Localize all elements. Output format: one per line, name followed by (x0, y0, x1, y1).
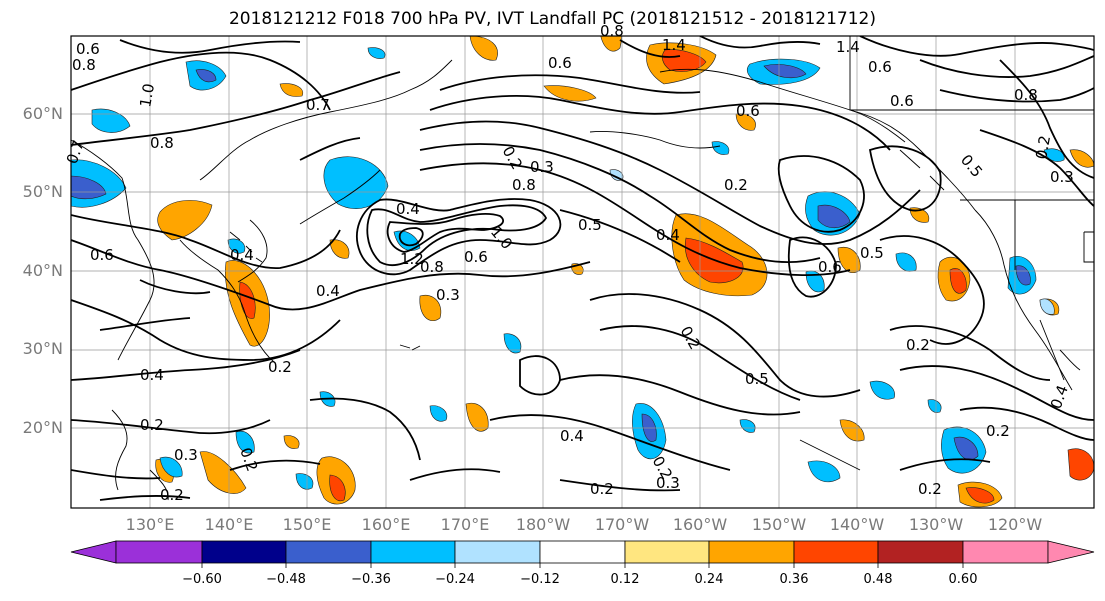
lon-label-160e: 160°E (361, 515, 411, 534)
colorbar (70, 540, 1095, 568)
pv-contours (71, 36, 1094, 501)
contour-label: 0.2 (906, 336, 930, 354)
contour-label: 0.4 (230, 246, 254, 264)
contour-label: 0.5 (578, 216, 602, 234)
contour-label: 0.7 (306, 96, 330, 114)
contour-label: 0.8 (600, 22, 624, 40)
contour-label: 0.2 (724, 176, 748, 194)
lon-label-130w: 130°W (908, 515, 964, 534)
contour-label: 0.6 (890, 92, 914, 110)
colorbar-tick: −0.36 (351, 572, 391, 587)
graticule (71, 36, 1094, 508)
contour-label: 0.4 (396, 200, 420, 218)
lat-label-50n: 50°N (22, 182, 63, 201)
contour-label: 0.3 (436, 286, 460, 304)
contour-label: 1.0 (136, 82, 158, 109)
contour-label: 0.3 (530, 158, 554, 176)
contour-label: 0.2 (140, 416, 164, 434)
colorbar-extend-high (1047, 540, 1095, 564)
map-plot-area (71, 36, 1094, 508)
coastlines (71, 36, 1094, 501)
lon-label-170e: 170°E (440, 515, 490, 534)
contour-label: 0.2 (1032, 134, 1054, 161)
contour-label: 1.2 (400, 250, 424, 268)
contour-label: 0.4 (140, 366, 164, 384)
lon-label-160w: 160°W (672, 515, 728, 534)
contour-label: 0.6 (76, 40, 100, 58)
contour-label: 0.6 (90, 246, 114, 264)
lon-label-180w: 180°W (515, 515, 571, 534)
colorbar-tick: 0.12 (610, 572, 640, 587)
contour-label: 0.4 (560, 427, 584, 445)
contour-label: 0.6 (818, 258, 842, 276)
contour-label: 0.5 (745, 370, 769, 388)
map-frame (70, 35, 1095, 509)
contour-label: 0.4 (316, 282, 340, 300)
contour-label: 0.8 (420, 258, 444, 276)
contour-label: 0.2 (986, 422, 1010, 440)
contour-label: 0.3 (1050, 168, 1074, 186)
map-title: 2018121212 F018 700 hPa PV, IVT Landfall… (228, 9, 876, 29)
lat-label-30n: 30°N (22, 339, 63, 358)
lat-label-40n: 40°N (22, 261, 63, 280)
lon-label-170w: 170°W (594, 515, 650, 534)
lon-label-150e: 150°E (282, 515, 332, 534)
colorbar-tick: −0.12 (520, 572, 560, 587)
lon-label-140w: 140°W (829, 515, 885, 534)
contour-label: 0.8 (512, 176, 536, 194)
colorbar-tick: −0.24 (435, 572, 475, 587)
colorbar-tick: 0.24 (694, 572, 724, 587)
lon-label-130e: 130°E (125, 515, 175, 534)
contour-label: 0.6 (548, 54, 572, 72)
colorbar-extend-low (70, 540, 117, 564)
colorbar-tick: 0.36 (779, 572, 809, 587)
contour-label: 0.8 (150, 134, 174, 152)
contour-label: 0.2 (918, 480, 942, 498)
contour-label: 0.4 (656, 226, 680, 244)
lon-label-120w: 120°W (987, 515, 1043, 534)
contour-label: 0.3 (656, 474, 680, 492)
lon-label-150w: 150°W (751, 515, 807, 534)
contour-label: 0.8 (72, 56, 96, 74)
colorbar-tick: 0.60 (948, 572, 978, 587)
colorbar-tick: −0.60 (182, 572, 222, 587)
contour-label: 0.2 (590, 480, 614, 498)
contour-label: 0.2 (268, 358, 292, 376)
contour-label: 0.8 (1014, 86, 1038, 104)
colorbar-tick: 0.48 (863, 572, 893, 587)
contour-label: 0.6 (736, 102, 760, 120)
lon-label-140e: 140°E (204, 515, 254, 534)
contour-label: 0.5 (860, 244, 884, 262)
contour-label: 0.6 (868, 58, 892, 76)
contour-label: 1.4 (836, 38, 860, 56)
colorbar-tick: −0.48 (266, 572, 306, 587)
contour-label: 0.2 (160, 486, 184, 504)
contour-label: 0.3 (174, 446, 198, 464)
contour-label: 0.6 (464, 248, 488, 266)
contour-label: 1.4 (662, 36, 686, 54)
lat-label-20n: 20°N (22, 418, 63, 437)
lat-label-60n: 60°N (22, 104, 63, 123)
